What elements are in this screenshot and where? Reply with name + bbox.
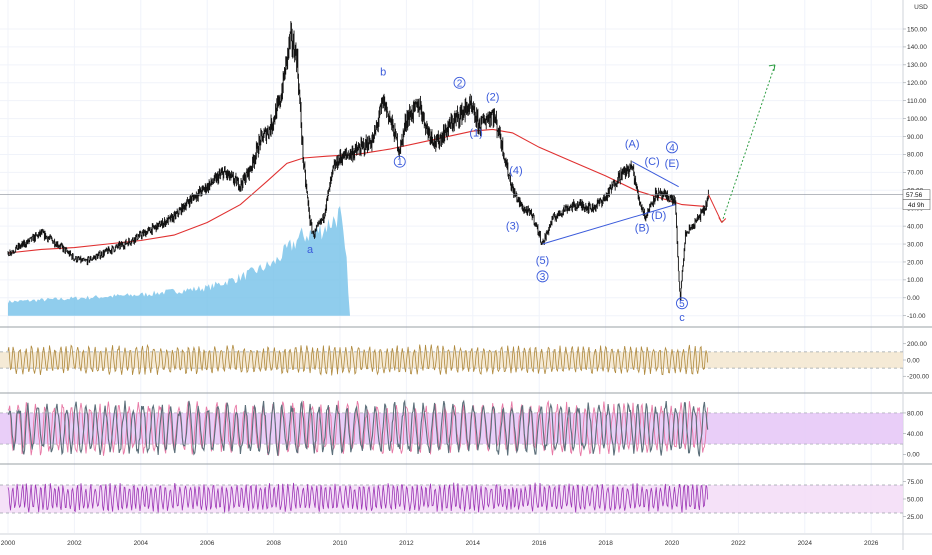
y-tick-label: 20.00 — [907, 259, 924, 266]
x-tick-label: 2012 — [399, 540, 414, 547]
x-tick-label: 2020 — [665, 540, 680, 547]
wave-label-7: (3) — [506, 221, 519, 233]
y-tick-label: 200.00 — [907, 341, 927, 348]
wave-circle-9 — [536, 270, 549, 283]
y-tick-label: 75.00 — [907, 479, 924, 486]
y-tick-label: 130.00 — [907, 62, 927, 69]
y-tick-label: 0.00 — [907, 452, 920, 459]
stoch-d-line — [7, 400, 709, 457]
y-tick-label: 110.00 — [907, 98, 927, 105]
y-tick-label: 25.00 — [907, 514, 924, 521]
trendline-0 — [542, 204, 676, 245]
x-tick-label: 2000 — [1, 540, 16, 547]
moving-average-line — [7, 128, 706, 254]
x-tick-label: 2016 — [532, 540, 547, 547]
y-tick-label: 40.00 — [907, 431, 924, 438]
wave-circle-2 — [393, 155, 406, 168]
x-tick-label: 2002 — [67, 540, 82, 547]
wave-label-1: b — [380, 67, 386, 79]
y-tick-label: -10.00 — [907, 313, 926, 320]
currency-label: USD — [914, 4, 928, 11]
y-tick-label: 150.00 — [907, 26, 927, 33]
price-axis[interactable]: USD 150.00 140.00 130.00 120.00 110.00 100.00 9… — [902, 4, 931, 521]
x-tick-label: 2008 — [266, 540, 281, 547]
projection-up — [721, 64, 776, 223]
wave-label-4: (2) — [486, 92, 499, 104]
y-tick-label: 70.00 — [907, 170, 924, 177]
volume-histogram — [8, 206, 350, 316]
rsi-line — [7, 482, 709, 513]
y-tick-label: -200.00 — [907, 374, 929, 381]
wave-label-3: 2 — [457, 78, 463, 89]
trendlines — [542, 161, 679, 245]
wave-label-14: (D) — [651, 210, 666, 222]
ma-200-line — [7, 128, 706, 254]
projection-arrowhead — [768, 64, 776, 71]
wave-circle-16 — [676, 297, 688, 310]
x-tick-label: 2024 — [798, 540, 813, 547]
wave-label-13: (E) — [665, 158, 680, 170]
y-tick-label: 0.00 — [907, 295, 920, 302]
y-tick-label: 120.00 — [907, 80, 927, 87]
projection-down-arrowhead — [718, 217, 727, 223]
y-tick-label: 30.00 — [907, 241, 924, 248]
x-tick-label: 2010 — [333, 540, 348, 547]
y-tick-label: 50.00 — [907, 496, 924, 503]
x-tick-label: 2014 — [466, 540, 481, 547]
countdown-tag — [902, 199, 931, 210]
y-tick-label: 10.00 — [907, 277, 924, 284]
cci-line — [7, 343, 709, 376]
countdown-label: 4d 9h — [908, 202, 925, 209]
y-tick-label: 80.00 — [907, 410, 924, 417]
y-tick-label: 40.00 — [907, 223, 924, 230]
y-tick-label: 140.00 — [907, 44, 927, 51]
wave-label-12: 4 — [669, 143, 675, 154]
x-tick-label: 2022 — [731, 540, 746, 547]
wave-label-8: (5) — [536, 255, 549, 267]
volume-area — [8, 206, 350, 316]
wave-labels: a b 1 2 (2) (1) (4) (3) (5) 3 (A) (C) 4 (E) (D)(B) 5 c — [307, 67, 688, 324]
wave-label-16: 5 — [679, 299, 685, 310]
trendline-1 — [631, 161, 679, 188]
wave-label-5: (1) — [469, 128, 482, 140]
x-tick-label: 2026 — [864, 540, 879, 547]
y-tick-label: 100.00 — [907, 116, 927, 123]
wave-label-6: (4) — [509, 165, 522, 177]
time-axis[interactable]: 2000 2002 2004 2006 2008 2010 2012 2014 2016 2018… — [1, 540, 879, 547]
indicator-lines — [7, 343, 709, 513]
stoch-k-line — [7, 399, 709, 457]
x-tick-label: 2006 — [200, 540, 215, 547]
x-tick-label: 2018 — [598, 540, 613, 547]
wave-label-11: (C) — [644, 156, 659, 168]
wave-label-17: c — [679, 312, 685, 324]
y-tick-label: 80.00 — [907, 152, 924, 159]
wave-circle-12 — [666, 141, 678, 154]
wave-circle-3 — [453, 76, 466, 89]
wave-label-2: 1 — [397, 157, 403, 168]
price-candles — [0, 21, 903, 301]
y-tick-label: 90.00 — [907, 134, 924, 141]
wave-label-0: a — [307, 244, 314, 256]
projection-arrows — [708, 64, 776, 223]
y-tick-label: 0.00 — [907, 357, 920, 364]
wave-label-9: 3 — [540, 272, 546, 283]
x-tick-label: 2004 — [134, 540, 149, 547]
wave-label-15: (B) — [635, 222, 650, 234]
wave-label-10: (A) — [625, 138, 640, 150]
last-price-label: 57.56 — [906, 192, 923, 199]
